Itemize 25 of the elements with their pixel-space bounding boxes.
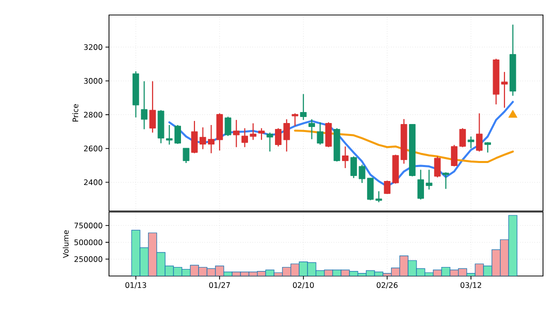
candlestick: [484, 142, 491, 154]
line-series: [168, 100, 514, 188]
candlestick: [233, 119, 240, 148]
candlestick: [174, 124, 181, 144]
candlestick: [308, 118, 316, 140]
candlestick: [266, 132, 274, 152]
candlestick: [292, 112, 298, 127]
candlestick: [442, 172, 450, 190]
candlestick: [208, 124, 214, 154]
candlestick: [342, 146, 349, 169]
candlestick: [250, 122, 256, 140]
candlestick: [325, 122, 332, 148]
candlestick: [258, 128, 265, 140]
candlestick: [468, 136, 474, 149]
candlestick: [316, 122, 324, 146]
candlestick: [300, 94, 307, 120]
candlestick: [476, 112, 483, 152]
candlestick: [434, 156, 441, 178]
candlestick: [224, 116, 232, 137]
candlestick: [182, 148, 190, 164]
candlestick: [241, 128, 248, 148]
candlestick: [149, 80, 156, 134]
candlestick: [274, 128, 282, 148]
candlestick: [283, 118, 290, 152]
candlestick: [140, 80, 148, 130]
